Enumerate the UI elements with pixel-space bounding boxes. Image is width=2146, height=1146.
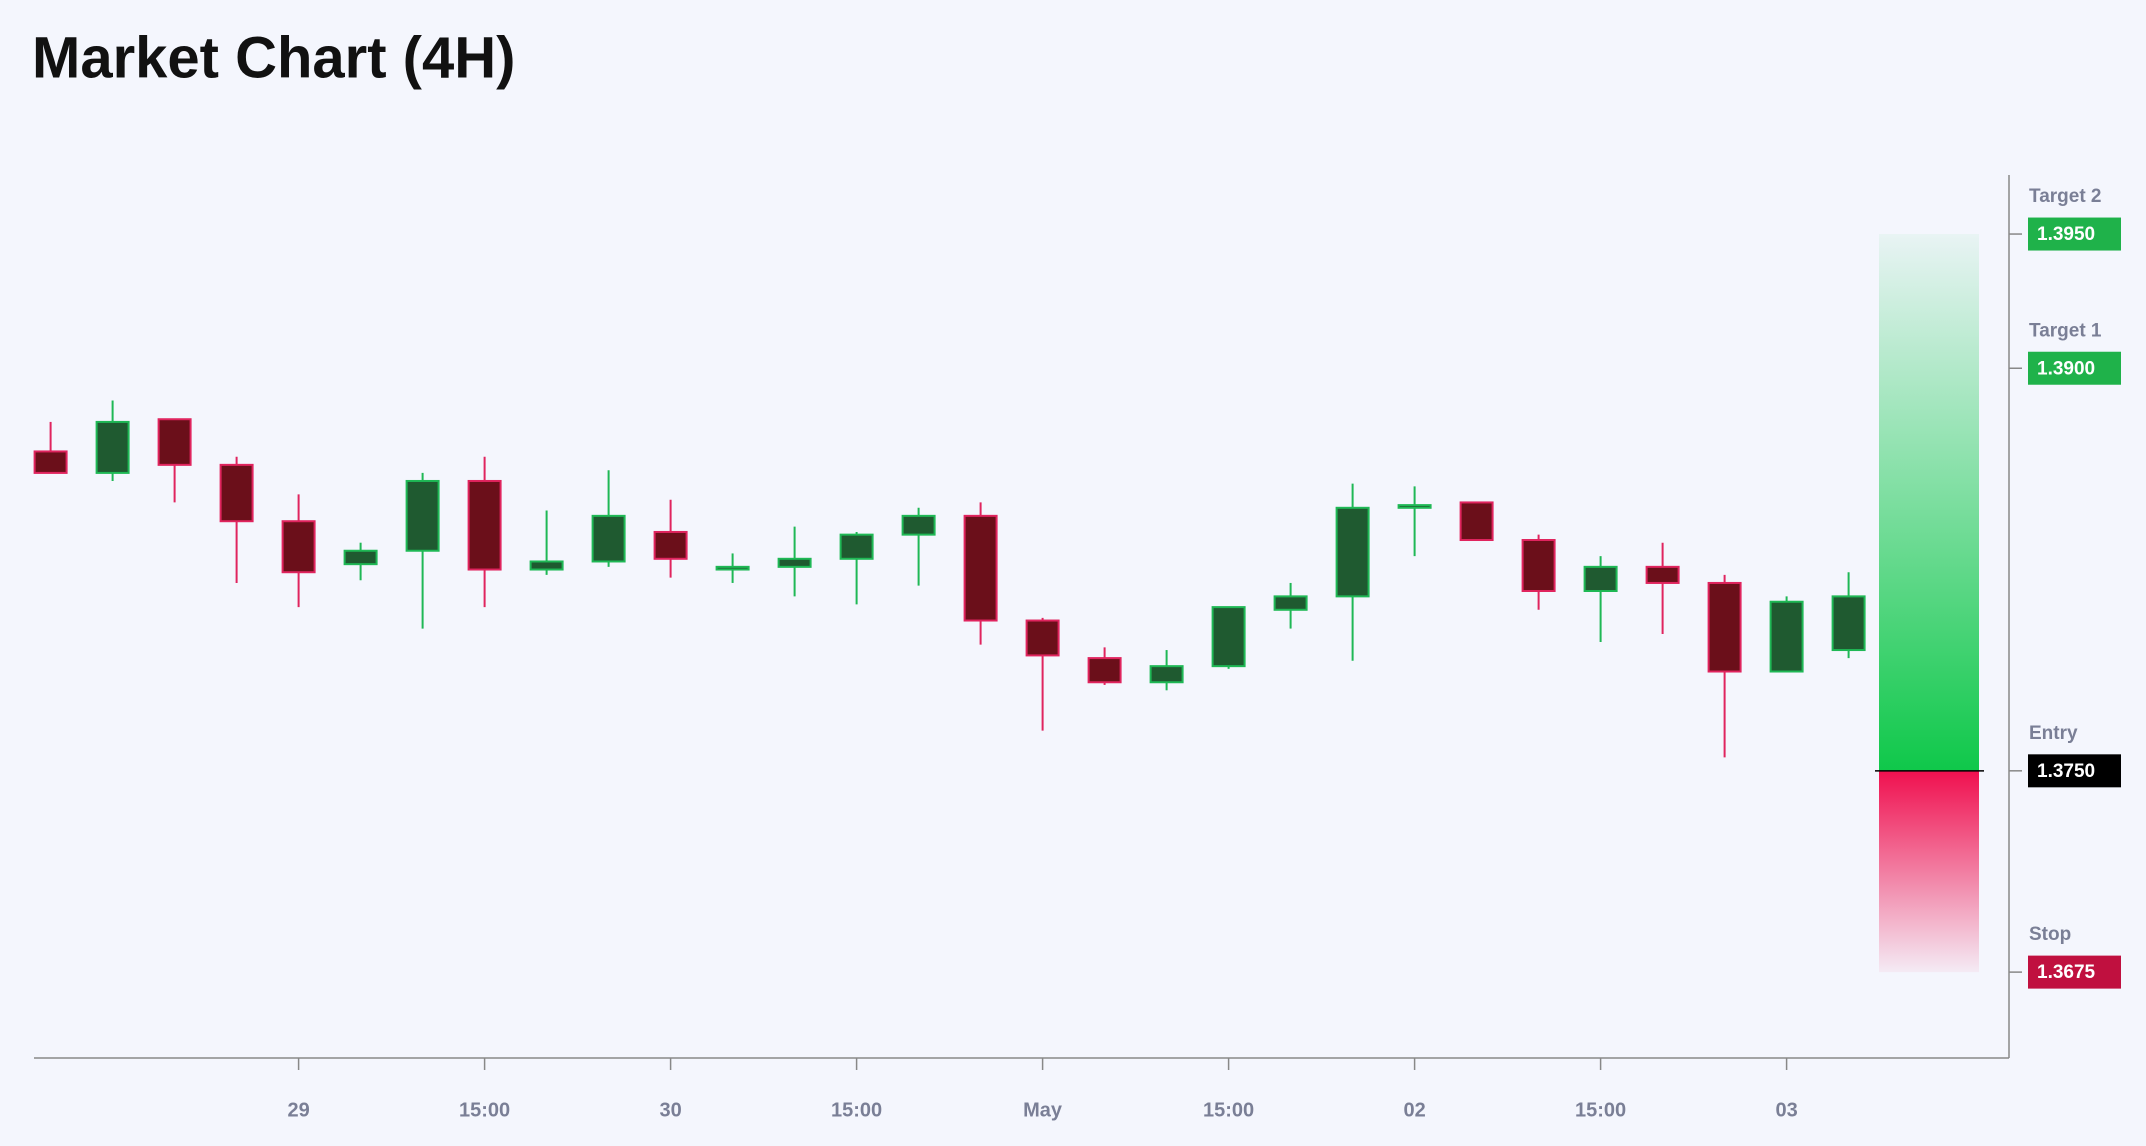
- level-box: [2028, 955, 2121, 989]
- candle-body: [343, 549, 378, 566]
- level-name: Entry: [2029, 723, 2078, 744]
- x-tick-label: 15:00: [1575, 1099, 1626, 1121]
- level-name: Target 1: [2029, 320, 2102, 341]
- x-tick-label: 15:00: [831, 1099, 882, 1121]
- level-name: Target 2: [2029, 186, 2102, 207]
- level-box: [2028, 754, 2121, 788]
- candle-body: [653, 530, 688, 560]
- candle-body: [839, 533, 874, 560]
- x-tick-label: 02: [1403, 1099, 1425, 1121]
- level-box: [2028, 217, 2121, 251]
- candle-body: [1831, 595, 1866, 652]
- candle-body: [405, 479, 440, 552]
- candle-body: [467, 479, 502, 571]
- candle-body: [1645, 565, 1680, 584]
- candle-body: [1025, 619, 1060, 657]
- candle-body: [157, 418, 192, 466]
- level-label: 1.3750: [2037, 761, 2095, 782]
- candle-body: [33, 450, 68, 474]
- x-tick-label: 03: [1775, 1099, 1797, 1121]
- chart-title: Market Chart (4H): [32, 25, 515, 90]
- candle-body: [1769, 600, 1804, 673]
- x-tick-label: 30: [659, 1099, 681, 1121]
- profit-zone: [1879, 234, 1979, 771]
- level-box: [2028, 351, 2121, 385]
- level-label: 1.3950: [2037, 224, 2095, 245]
- candle-body: [1087, 657, 1122, 684]
- candle-body: [1397, 504, 1432, 509]
- x-tick-label: 15:00: [459, 1099, 510, 1121]
- candle-body: [1521, 539, 1556, 593]
- candle-body: [529, 560, 564, 571]
- level-name: Stop: [2029, 924, 2071, 945]
- level-label: 1.3900: [2037, 358, 2095, 379]
- x-tick-label: 15:00: [1203, 1099, 1254, 1121]
- candle-body: [1583, 565, 1618, 593]
- candle-body: [1335, 506, 1370, 598]
- candle-body: [1707, 581, 1742, 673]
- x-tick-label: 29: [287, 1099, 309, 1121]
- candle-body: [591, 514, 626, 563]
- candle-body: [777, 557, 812, 568]
- candle-body: [715, 565, 750, 571]
- candle-body: [963, 514, 998, 622]
- loss-zone: [1879, 770, 1979, 973]
- level-label: 1.3675: [2037, 962, 2096, 983]
- candle-body: [1459, 501, 1494, 542]
- candle-body: [219, 463, 254, 523]
- candle-body: [95, 420, 130, 474]
- candle-body: [901, 514, 936, 536]
- candle-body: [1149, 665, 1184, 684]
- candle-body: [281, 520, 316, 574]
- candle-body: [1273, 595, 1308, 611]
- x-tick-label: May: [1023, 1099, 1063, 1121]
- candle-body: [1211, 606, 1246, 668]
